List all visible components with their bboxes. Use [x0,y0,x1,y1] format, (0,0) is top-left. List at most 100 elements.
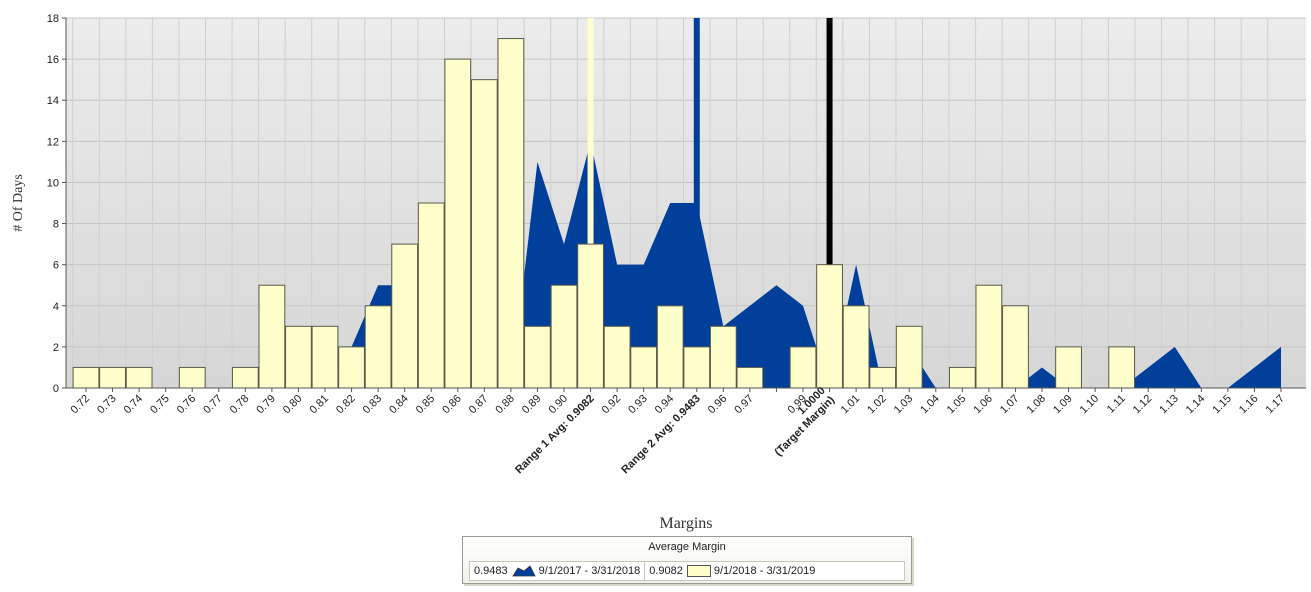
legend-entry-value: 0.9483 [474,565,508,577]
x-tick-label: 1.07 [998,393,1022,417]
bar [656,305,684,389]
bar [125,366,153,389]
bar [842,305,870,389]
reference-line [826,18,833,388]
x-tick-label: 0.81 [307,393,331,417]
x-tick-label: 0.86 [440,393,464,417]
x-tick-label: 0.78 [228,393,252,417]
x-tick-label: 1.02 [865,393,889,417]
x-tick-label: 0.77 [201,393,225,417]
x-tick-label: 1.11 [1105,393,1128,416]
bar [311,325,339,389]
y-tick-label: 0 [53,383,59,395]
x-tick-label: 1.08 [1024,393,1048,417]
bar [603,325,631,389]
x-tick-label: 0.88 [493,393,517,417]
x-tick-label: 0.97 [732,393,756,417]
x-tick-label: 1.03 [892,393,916,417]
x-tick-label: 0.80 [281,393,305,417]
legend-entries: 0.9483 9/1/2017 - 3/31/2018 0.9082 9/1/2… [469,561,905,581]
reference-lines-layer [587,18,833,388]
y-tick-label: 12 [47,136,59,148]
bar [789,346,817,389]
x-tick-label: 0.85 [414,393,438,417]
y-tick-label: 14 [47,95,59,107]
y-tick-label: 2 [53,342,59,354]
x-tick-label: 0.73 [95,393,119,417]
x-tick-label: 0.96 [706,393,730,417]
bar [364,305,392,389]
bar [577,243,604,389]
bar [470,79,498,389]
y-tick-label: 18 [47,13,59,25]
bar [285,325,312,389]
bar-series-layer [72,38,1136,389]
x-tick-label: 0.82 [334,393,358,417]
legend-entry-label: 9/1/2018 - 3/31/2019 [713,565,816,577]
legend-entry-range-1: 0.9483 9/1/2017 - 3/31/2018 [470,562,646,580]
x-tick-label: 0.93 [626,393,650,417]
bar [72,366,100,389]
legend-entry-value: 0.9082 [649,565,683,577]
y-tick-label: 10 [47,177,59,189]
x-tick-label: 1.15 [1210,393,1234,417]
y-tick-label: 8 [53,219,59,231]
x-tick-label: 1.05 [945,393,969,417]
x-tick-label: 0.92 [600,393,624,417]
legend-entry-label: 9/1/2017 - 3/31/2018 [538,565,641,577]
x-tick-label: 0.79 [254,393,278,417]
bar [338,346,365,389]
x-tick-label: 1.17 [1263,393,1287,417]
bar [497,38,525,389]
x-tick-label: 1.10 [1078,393,1102,417]
x-tick-label: 0.74 [122,393,146,417]
bar [524,325,551,389]
x-tick-label: 0.90 [546,393,570,417]
area-swatch-icon [511,565,536,577]
legend-title: Average Margin [648,541,726,553]
bar [99,366,126,389]
bar [975,284,1003,389]
bar [869,366,897,389]
bar [1108,346,1136,389]
x-tick-label: 1.06 [971,393,995,417]
x-tick-label: 0.89 [520,393,544,417]
bar [178,366,206,389]
y-tick-label: 6 [53,260,59,272]
x-tick-label: 0.94 [653,393,677,417]
x-tick-label: 1.04 [918,393,942,417]
bar [231,366,259,389]
bar [736,366,764,389]
reference-line [587,18,594,388]
bar [683,346,711,389]
bar [895,325,923,389]
bar [948,366,976,389]
reference-line [693,18,700,388]
bar [1055,346,1082,389]
bar [444,58,472,389]
y-tick-label: 16 [47,54,59,66]
x-tick-label: 0.87 [467,393,491,417]
x-tick-label: 1.16 [1237,393,1261,417]
bar [816,264,843,389]
legend-entry-range-2: 0.9082 9/1/2018 - 3/31/2019 [645,562,819,580]
bar [630,346,658,389]
x-tick-label: 1.12 [1131,393,1155,417]
bar [258,284,286,389]
x-tick-label: 1.14 [1184,393,1208,417]
x-tick-label: 0.75 [148,393,172,417]
bar [550,284,578,389]
x-tick-label: 1.13 [1157,393,1181,417]
x-tick-label: 1.09 [1051,393,1075,417]
bar [1002,305,1029,389]
x-axis-title: Margins [659,515,712,532]
bar [391,243,419,389]
y-axis-title: # Of Days [11,174,26,232]
x-tick-label: 1.01 [839,393,863,417]
x-tick-label: 0.72 [68,393,92,417]
x-tick-label: 0.83 [361,393,385,417]
x-tick-label: 0.76 [175,393,199,417]
bar [417,202,445,389]
